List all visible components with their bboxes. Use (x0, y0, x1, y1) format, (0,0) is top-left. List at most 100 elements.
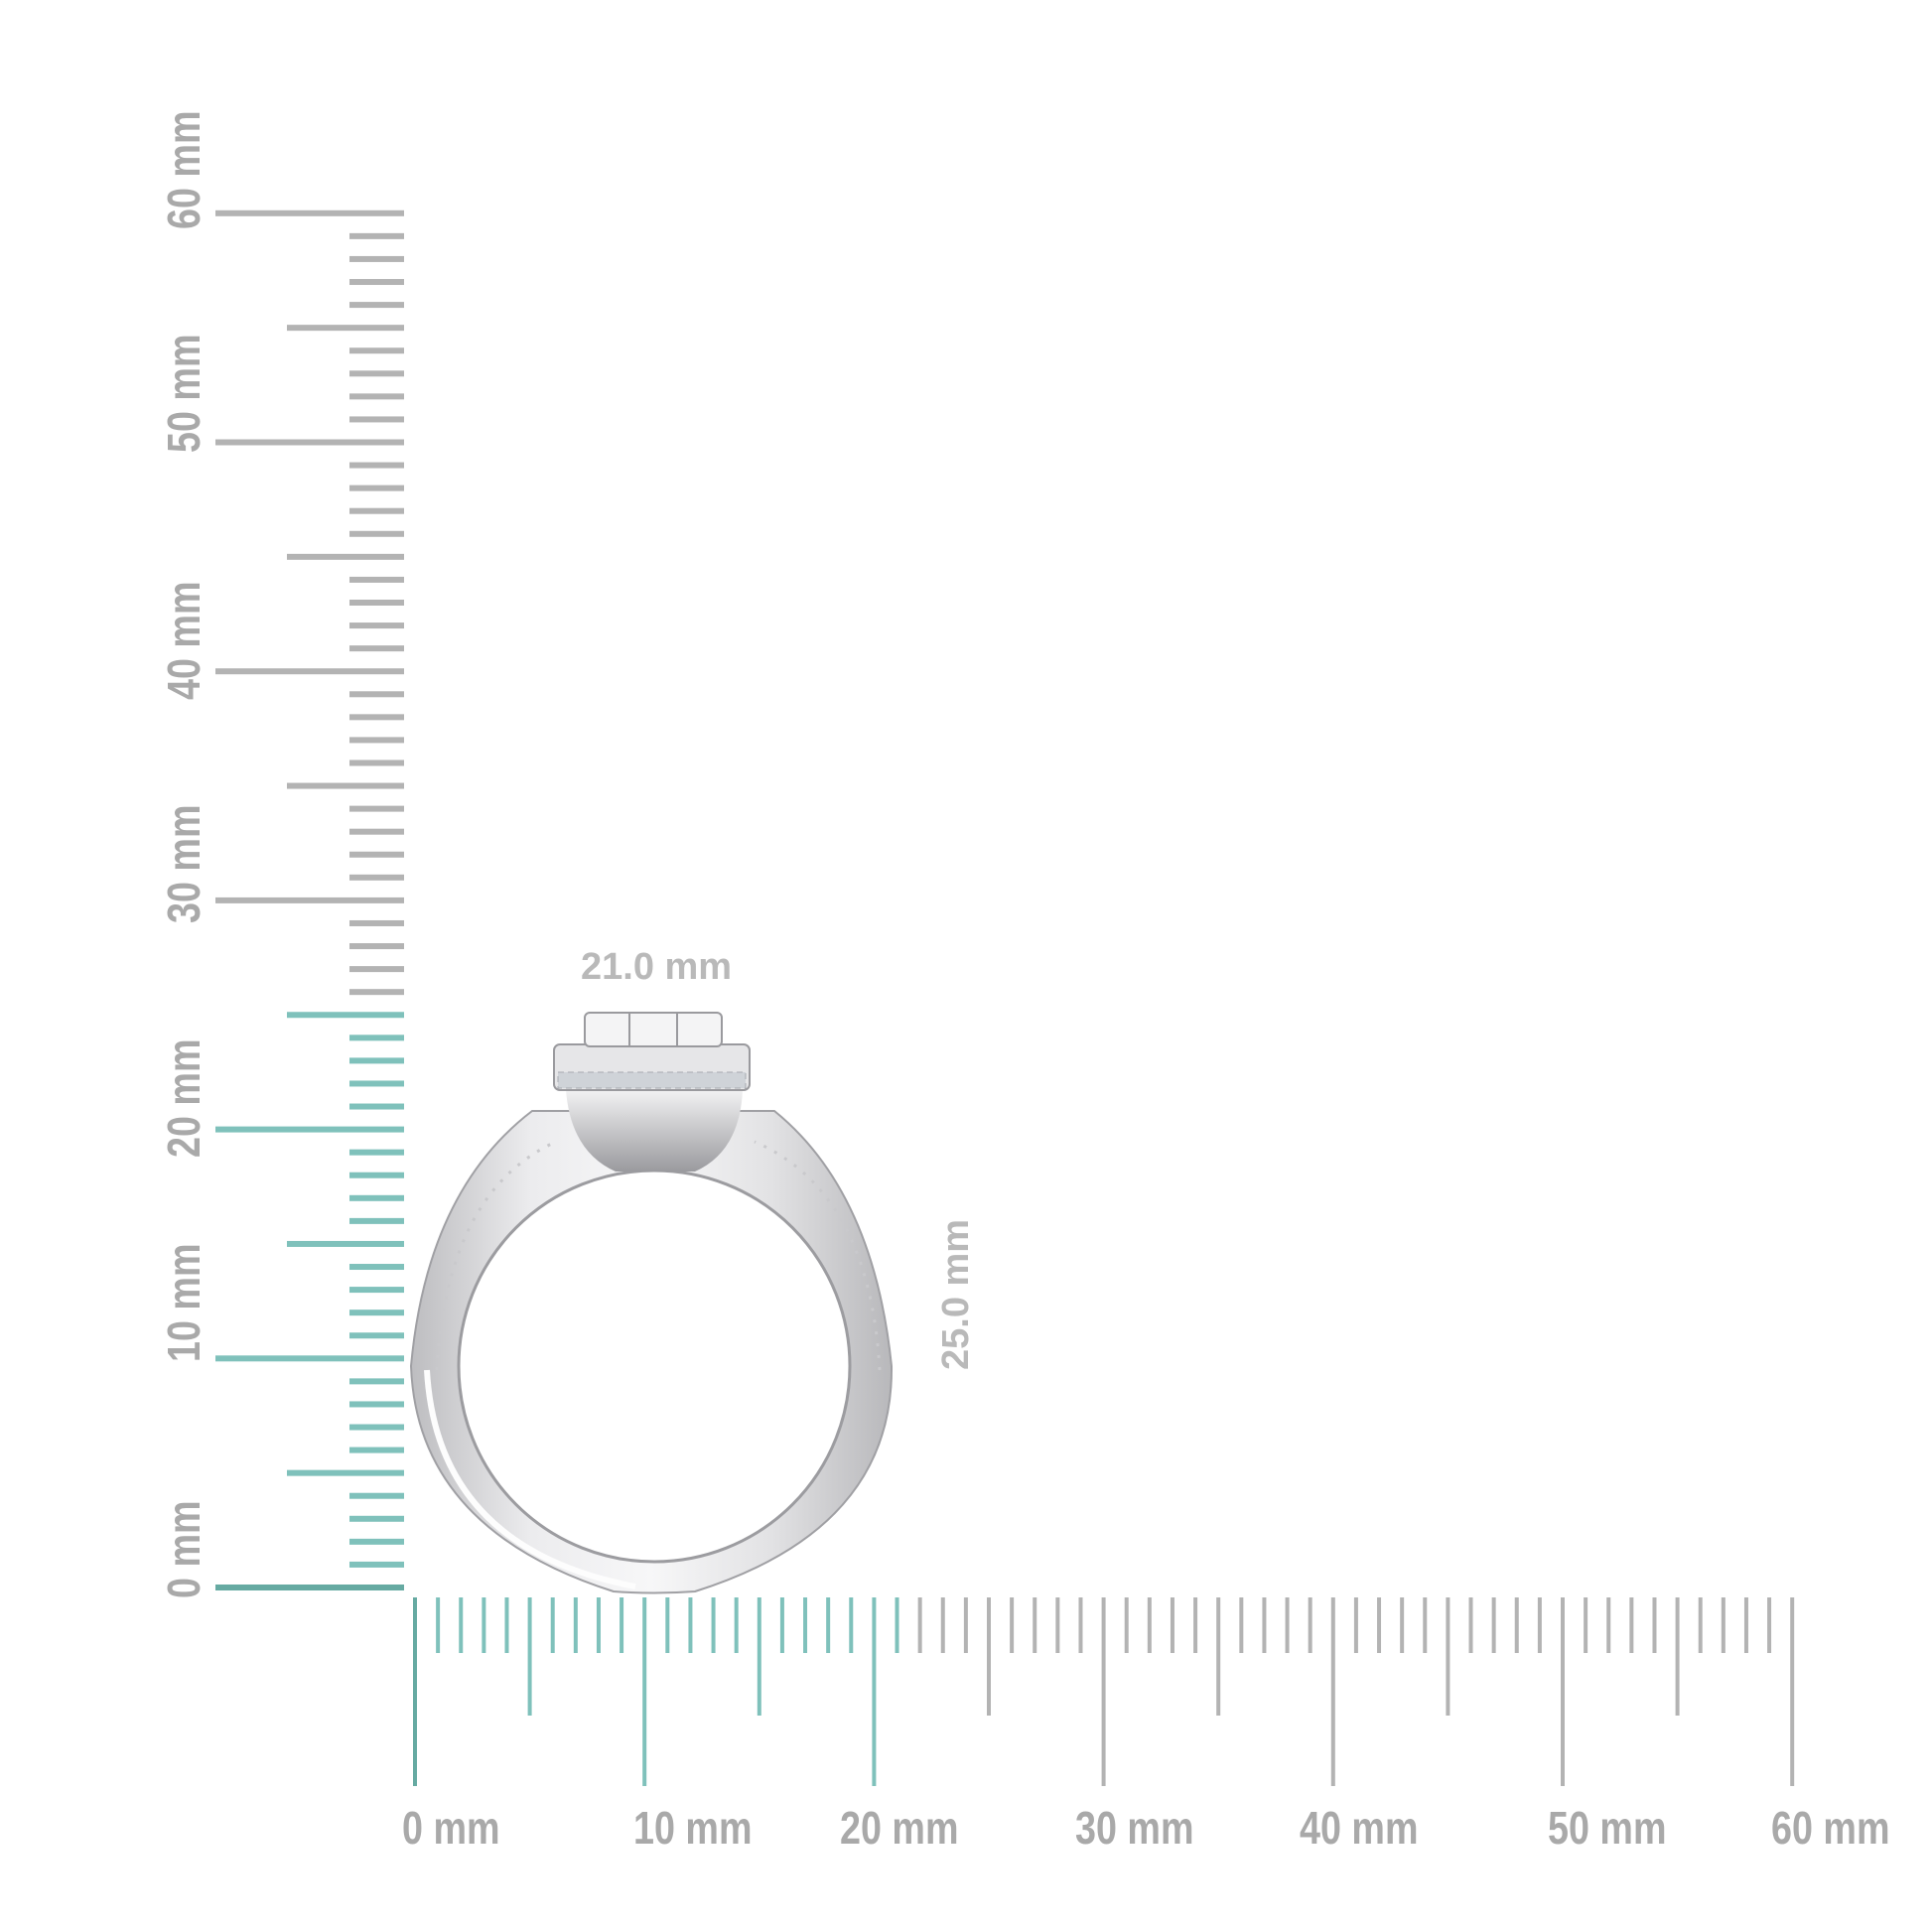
horizontal-ruler-tick (757, 1597, 761, 1716)
vertical-ruler-tick (287, 1469, 404, 1476)
vertical-ruler-tick (349, 989, 404, 996)
vertical-ruler-tick (349, 1103, 404, 1110)
vertical-ruler-tick (215, 897, 404, 903)
vertical-ruler-tick (349, 874, 404, 881)
vertical-ruler-tick (349, 1287, 404, 1294)
horizontal-ruler-tick (1239, 1597, 1244, 1653)
vertical-ruler-tick (287, 325, 404, 332)
horizontal-ruler-tick (688, 1597, 693, 1653)
horizontal-ruler-tick (1124, 1597, 1129, 1653)
horizontal-ruler-tick (1400, 1597, 1405, 1653)
horizontal-ruler-tick (1216, 1597, 1221, 1716)
horizontal-ruler-tick (1491, 1597, 1496, 1653)
horizontal-ruler-tick (963, 1597, 968, 1653)
vertical-ruler-tick (349, 851, 404, 858)
vertical-ruler-tick (349, 370, 404, 377)
horizontal-ruler-tick (1377, 1597, 1382, 1653)
horizontal-ruler-label: 40 mm (1300, 1802, 1419, 1854)
horizontal-ruler-tick (1262, 1597, 1267, 1653)
horizontal-ruler-tick (527, 1597, 532, 1716)
vertical-ruler-label: 50 mm (158, 334, 209, 453)
vertical-ruler-tick (349, 966, 404, 973)
vertical-ruler-tick (349, 416, 404, 423)
ring-inner-opening (457, 1169, 852, 1564)
horizontal-ruler-tick (1033, 1597, 1037, 1653)
horizontal-ruler-tick (1652, 1597, 1657, 1653)
vertical-ruler-tick (349, 943, 404, 950)
height-dimension-label: 25.0 mm (935, 1218, 977, 1370)
horizontal-ruler-tick (987, 1597, 991, 1716)
vertical-ruler-tick (215, 439, 404, 446)
vertical-ruler-tick (349, 805, 404, 812)
horizontal-ruler-tick (1629, 1597, 1634, 1653)
horizontal-ruler-tick (1675, 1597, 1680, 1716)
vertical-ruler-tick (215, 209, 404, 216)
horizontal-ruler-tick (1353, 1597, 1358, 1653)
vertical-ruler-tick (349, 1194, 404, 1201)
horizontal-ruler-tick (1285, 1597, 1290, 1653)
vertical-ruler-tick (349, 1447, 404, 1453)
vertical-ruler-tick (349, 1217, 404, 1224)
horizontal-ruler-label: 30 mm (1075, 1802, 1194, 1854)
vertical-ruler-tick (287, 782, 404, 789)
vertical-ruler-tick (349, 393, 404, 400)
vertical-ruler-tick (287, 1240, 404, 1247)
horizontal-ruler-label: 60 mm (1771, 1802, 1890, 1854)
vertical-ruler-tick (349, 1310, 404, 1316)
vertical-ruler-tick (349, 255, 404, 262)
horizontal-ruler-tick (642, 1597, 647, 1786)
horizontal-ruler-tick (940, 1597, 945, 1653)
vertical-ruler-tick (349, 1080, 404, 1087)
vertical-ruler-tick (349, 347, 404, 354)
ring-center-stones (584, 1012, 723, 1047)
vertical-ruler-tick (349, 530, 404, 537)
horizontal-ruler-tick (917, 1597, 922, 1653)
horizontal-ruler-tick (459, 1597, 464, 1653)
horizontal-ruler-tick (436, 1597, 441, 1653)
vertical-ruler-tick (349, 1332, 404, 1339)
horizontal-ruler-tick (504, 1597, 509, 1653)
horizontal-ruler-tick (1101, 1597, 1106, 1786)
vertical-ruler-tick (349, 1057, 404, 1064)
horizontal-ruler-label: 10 mm (633, 1802, 753, 1854)
horizontal-ruler-label: 0 mm (402, 1802, 500, 1854)
vertical-ruler-label: 60 mm (158, 110, 209, 229)
vertical-ruler-tick (349, 645, 404, 652)
horizontal-ruler-tick (1561, 1597, 1565, 1786)
horizontal-ruler-tick (1423, 1597, 1428, 1653)
horizontal-ruler-tick (413, 1597, 417, 1786)
vertical-ruler-tick (215, 1126, 404, 1133)
vertical-ruler-tick (349, 1424, 404, 1431)
vertical-ruler-label: 30 mm (158, 804, 209, 923)
vertical-ruler-tick (349, 1401, 404, 1408)
horizontal-ruler-tick (1308, 1597, 1312, 1653)
horizontal-ruler-tick (803, 1597, 808, 1653)
vertical-ruler-tick (349, 1378, 404, 1385)
vertical-ruler-tick (349, 691, 404, 698)
horizontal-ruler-tick (1514, 1597, 1519, 1653)
vertical-ruler-tick (349, 507, 404, 514)
width-dimension-label: 21.0 mm (581, 946, 733, 988)
horizontal-ruler-tick (1767, 1597, 1772, 1653)
vertical-ruler-label: 20 mm (158, 1038, 209, 1158)
vertical-ruler-tick (287, 1012, 404, 1019)
vertical-ruler-tick (349, 484, 404, 491)
vertical-ruler-tick (349, 599, 404, 606)
horizontal-ruler-tick (1010, 1597, 1015, 1653)
horizontal-ruler-tick (872, 1597, 877, 1786)
vertical-ruler-label: 0 mm (158, 1500, 209, 1598)
horizontal-ruler-label: 20 mm (840, 1802, 959, 1854)
horizontal-ruler-tick (1743, 1597, 1748, 1653)
horizontal-ruler-tick (1698, 1597, 1703, 1653)
horizontal-ruler-tick (1446, 1597, 1450, 1716)
vertical-ruler-tick (215, 668, 404, 675)
horizontal-ruler-tick (779, 1597, 784, 1653)
horizontal-ruler-tick (620, 1597, 624, 1653)
horizontal-ruler-tick (1537, 1597, 1542, 1653)
horizontal-ruler-tick (1606, 1597, 1611, 1653)
vertical-ruler-tick (349, 737, 404, 744)
vertical-ruler-tick (349, 919, 404, 926)
